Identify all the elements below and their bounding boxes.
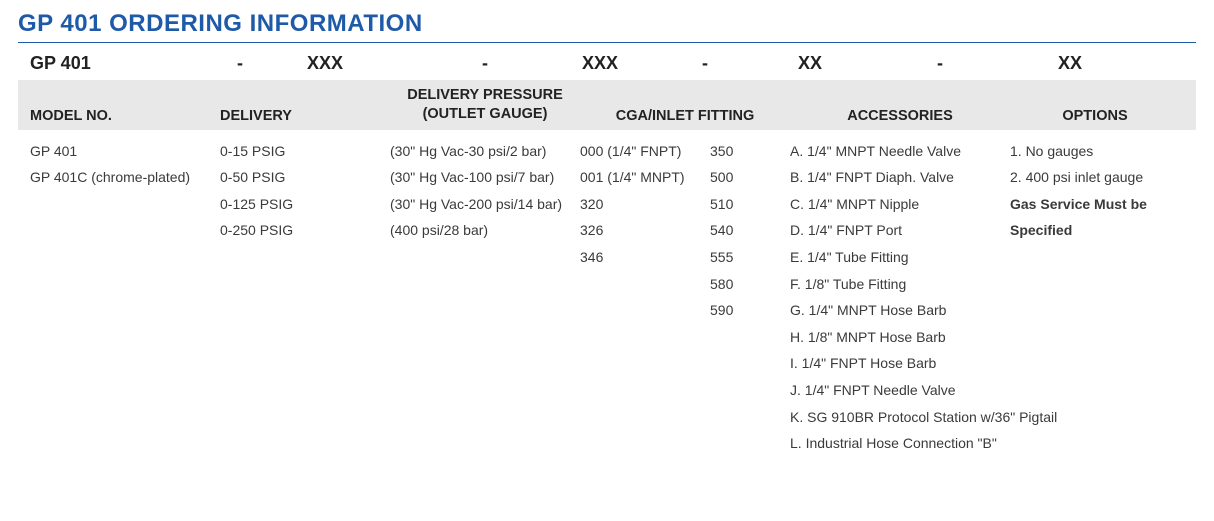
code-p4: XX [1050, 53, 1090, 74]
code-p1: XXX [260, 53, 390, 74]
header-pressure-bot: (OUTLET GAUGE) [390, 105, 580, 124]
list-item: C. 1/4" MNPT Nipple [790, 191, 1010, 218]
options-note: Gas Service Must be [1010, 191, 1180, 218]
code-p2: XXX [580, 53, 620, 74]
code-sep: - [830, 53, 1050, 74]
list-item: I. 1/4" FNPT Hose Barb [790, 350, 1010, 377]
list-item: E. 1/4" Tube Fitting [790, 244, 1010, 271]
list-item: B. 1/4" FNPT Diaph. Valve [790, 164, 1010, 191]
order-code-template: GP 401 - XXX - XXX - XX - XX [18, 49, 1196, 80]
list-item: L. Industrial Hose Connection "B" [790, 430, 1010, 457]
list-item: 350 [710, 138, 790, 165]
accessories-list: A. 1/4" MNPT Needle ValveB. 1/4" FNPT Di… [790, 138, 1010, 457]
list-item: (30" Hg Vac-30 psi/2 bar) [390, 138, 580, 165]
list-item: 2. 400 psi inlet gauge [1010, 164, 1180, 191]
code-p3: XX [790, 53, 830, 74]
list-item: 326 [580, 217, 710, 244]
header-cga: CGA/INLET FITTING [580, 108, 790, 124]
list-item: A. 1/4" MNPT Needle Valve [790, 138, 1010, 165]
list-item: 1. No gauges [1010, 138, 1180, 165]
list-item: G. 1/4" MNPT Hose Barb [790, 297, 1010, 324]
list-item: 540 [710, 217, 790, 244]
list-item: 0-15 PSIG [220, 138, 390, 165]
outlet-gauge-list: (30" Hg Vac-30 psi/2 bar)(30" Hg Vac-100… [390, 138, 580, 457]
list-item: 590 [710, 297, 790, 324]
list-item: K. SG 910BR Protocol Station w/36" Pigta… [790, 404, 1010, 431]
delivery-list: 0-15 PSIG0-50 PSIG0-125 PSIG0-250 PSIG [220, 138, 390, 457]
options-list: 1. No gauges 2. 400 psi inlet gauge Gas … [1010, 138, 1180, 457]
header-pressure: DELIVERY PRESSURE (OUTLET GAUGE) [390, 86, 580, 124]
list-item: GP 401 [30, 138, 220, 165]
list-item: 0-50 PSIG [220, 164, 390, 191]
header-pressure-top: DELIVERY PRESSURE [390, 86, 580, 105]
list-item: 346 [580, 244, 710, 271]
list-item: (400 psi/28 bar) [390, 217, 580, 244]
list-item: J. 1/4" FNPT Needle Valve [790, 377, 1010, 404]
code-sep: - [220, 53, 260, 74]
table-content: GP 401GP 401C (chrome-plated) 0-15 PSIG0… [18, 130, 1196, 461]
list-item: (30" Hg Vac-200 psi/14 bar) [390, 191, 580, 218]
list-item: 500 [710, 164, 790, 191]
header-delivery: DELIVERY [220, 108, 390, 124]
list-item: H. 1/8" MNPT Hose Barb [790, 324, 1010, 351]
code-base: GP 401 [30, 53, 220, 74]
header-model: MODEL NO. [30, 108, 220, 124]
list-item: 510 [710, 191, 790, 218]
list-item: 555 [710, 244, 790, 271]
header-options: OPTIONS [1010, 108, 1180, 124]
options-note: Specified [1010, 217, 1180, 244]
page-title: GP 401 ORDERING INFORMATION [18, 10, 1196, 43]
list-item: F. 1/8" Tube Fitting [790, 271, 1010, 298]
code-sep: - [390, 53, 580, 74]
cga-right-list: 350500510540555580590 [710, 138, 790, 457]
code-sep: - [620, 53, 790, 74]
model-list: GP 401GP 401C (chrome-plated) [30, 138, 220, 457]
table-header: MODEL NO. DELIVERY DELIVERY PRESSURE (OU… [18, 80, 1196, 130]
list-item: GP 401C (chrome-plated) [30, 164, 220, 191]
header-accessories: ACCESSORIES [790, 108, 1010, 124]
list-item: 320 [580, 191, 710, 218]
list-item: 0-250 PSIG [220, 217, 390, 244]
list-item: D. 1/4" FNPT Port [790, 217, 1010, 244]
list-item: 001 (1/4" MNPT) [580, 164, 710, 191]
list-item: (30" Hg Vac-100 psi/7 bar) [390, 164, 580, 191]
list-item: 000 (1/4" FNPT) [580, 138, 710, 165]
list-item: 0-125 PSIG [220, 191, 390, 218]
cga-left-list: 000 (1/4" FNPT)001 (1/4" MNPT)320326346 [580, 138, 710, 457]
list-item: 580 [710, 271, 790, 298]
